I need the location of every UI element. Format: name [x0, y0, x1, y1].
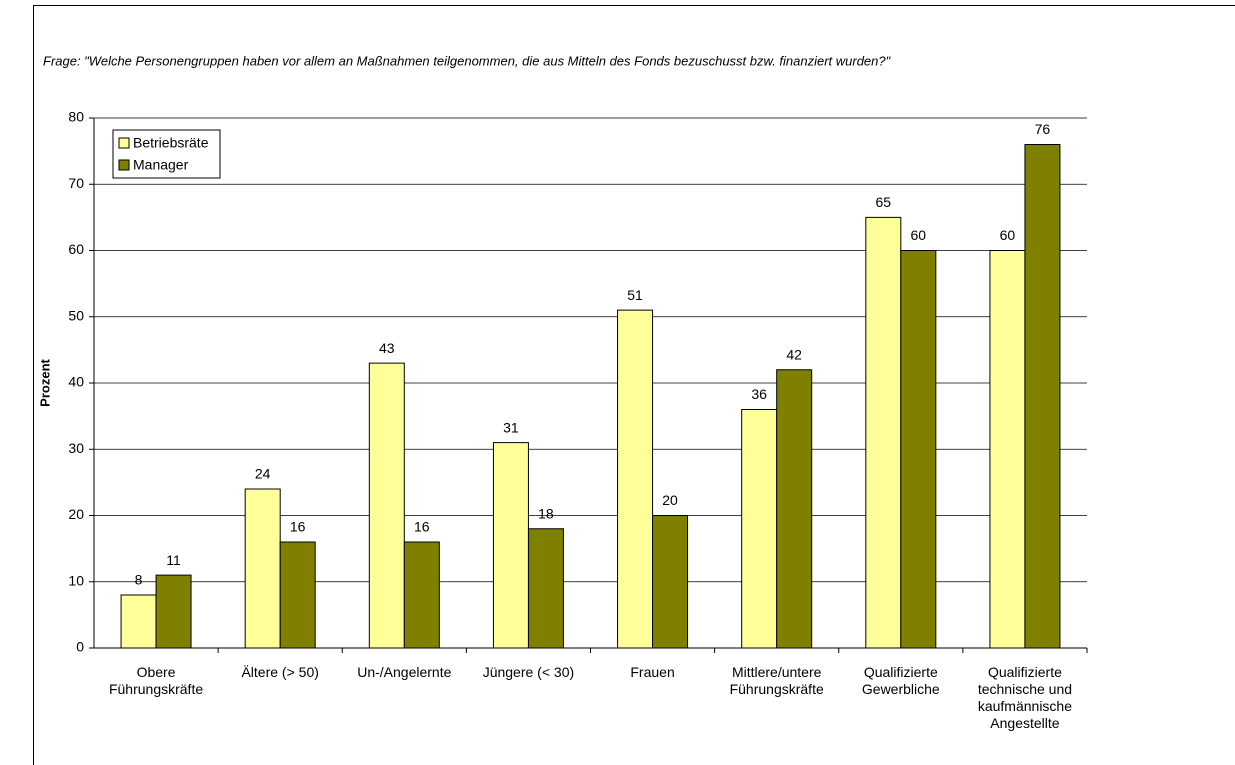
bar [492, 442, 529, 649]
legend-label: Manager [133, 157, 189, 173]
y-tick-label: 50 [68, 307, 84, 323]
bar [900, 250, 937, 649]
x-tick-label: Jüngere (< 30) [482, 664, 575, 680]
bar [244, 488, 281, 649]
y-tick-label: 30 [68, 440, 84, 456]
chart-title: Frage: "Welche Personengruppen haben vor… [43, 53, 892, 68]
y-tick-label: 20 [68, 506, 84, 522]
y-tick-label: 70 [68, 175, 84, 191]
value-label: 51 [627, 287, 643, 303]
legend-swatch [118, 137, 130, 149]
value-label: 42 [786, 346, 802, 362]
bar [1024, 144, 1061, 649]
value-label: 16 [290, 519, 306, 535]
legend-swatch [118, 159, 130, 171]
x-tick-label: Qualifizierte technische und kaufmännisc… [977, 664, 1073, 731]
x-tick-label: Un-/Angelernte [357, 664, 452, 680]
value-label: 31 [503, 419, 519, 435]
value-label: 8 [135, 572, 143, 588]
y-tick-label: 40 [68, 374, 84, 390]
value-label: 60 [1000, 227, 1016, 243]
bar [155, 574, 192, 649]
y-tick-label: 10 [68, 572, 84, 588]
value-label: 76 [1035, 121, 1051, 137]
legend-label: Betriebsräte [133, 135, 209, 151]
y-tick-label: 60 [68, 241, 84, 257]
x-tick-label: Frauen [630, 664, 675, 680]
bar [279, 541, 316, 649]
value-label: 20 [662, 492, 678, 508]
x-tick-label: Qualifizierte Gewerbliche [861, 664, 940, 697]
bar [741, 409, 778, 649]
value-label: 60 [911, 227, 927, 243]
bar [865, 216, 902, 649]
value-label: 24 [255, 466, 271, 482]
legend-box [112, 129, 221, 179]
bar [120, 594, 157, 649]
value-label: 18 [538, 505, 554, 521]
x-tick-label: Ältere (> 50) [241, 664, 319, 680]
value-label: 65 [876, 194, 892, 210]
bar [652, 515, 689, 649]
value-label: 36 [751, 386, 767, 402]
bar [617, 309, 654, 649]
bar [527, 528, 564, 649]
y-tick-label: 80 [68, 109, 84, 125]
frame [33, 5, 1235, 765]
y-tick-label: 0 [76, 639, 84, 655]
value-label: 11 [166, 552, 181, 568]
bar [368, 362, 405, 649]
x-tick-label: Obere Führungskräfte [108, 664, 204, 697]
bar [776, 369, 813, 649]
value-label: 43 [379, 340, 395, 356]
x-tick-label: Mittlere/untere Führungskräfte [729, 664, 824, 697]
bar [403, 541, 440, 649]
bar [989, 250, 1026, 649]
value-label: 16 [414, 519, 430, 535]
y-axis-label: Prozent [37, 358, 52, 406]
